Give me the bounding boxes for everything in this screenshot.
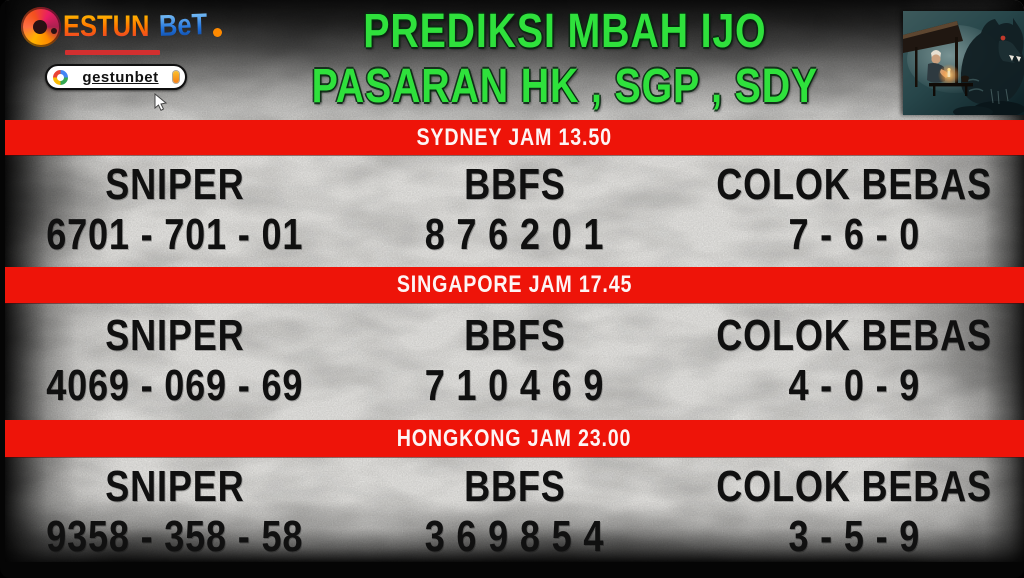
sniper-label: SNIPER [105,462,245,511]
colok-numbers: 4 - 0 - 9 [788,361,921,410]
search-pill: gestunbet [45,64,187,90]
banner-singapore-label: SINGAPORE JAM 17.45 [396,271,633,298]
hongkong-bbfs-cell: BBFS 3 6 9 8 5 4 [345,462,685,562]
title-text-1: PREDIKSI MBAH IJO [362,5,767,58]
sydney-sniper-value: 6701 - 701 - 01 [5,210,345,260]
prediction-row-sydney: SNIPER 6701 - 701 - 01 BBFS 8 7 6 2 0 1 … [5,155,1024,267]
banner-singapore: SINGAPORE JAM 17.45 [5,267,1024,303]
sydney-colok-value: 7 - 6 - 0 [684,210,1024,260]
brand-wordmark: ESTUN BeT [21,5,236,49]
brand-text-bet: BeT [158,8,208,43]
banner-sydney-label: SYDNEY JAM 13.50 [416,123,613,151]
column-header-colok-bebas: COLOK BEBAS [684,160,1024,210]
colok-numbers: 7 - 6 - 0 [788,210,921,259]
page-title: PREDIKSI MBAH IJO PASARAN HK , SGP , SDY [231,4,898,114]
brand-logo: ESTUN BeT gestunbet [21,5,236,111]
column-header-sniper: SNIPER [5,311,345,361]
column-header-bbfs: BBFS [345,311,685,361]
bbfs-label: BBFS [463,160,566,209]
prediction-row-singapore: SNIPER 4069 - 069 - 69 BBFS 7 1 0 4 6 9 … [5,303,1024,420]
singapore-colok-cell: COLOK BEBAS 4 - 0 - 9 [684,311,1024,411]
sniper-numbers: 9358 - 358 - 58 [46,512,304,561]
sniper-label: SNIPER [105,160,245,209]
sydney-colok-cell: COLOK BEBAS 7 - 6 - 0 [684,160,1024,260]
brand-dot-icon [213,27,223,37]
sniper-label: SNIPER [105,311,245,360]
logo-underline [65,50,160,55]
column-header-colok-bebas: COLOK BEBAS [684,311,1024,361]
pin-icon [173,71,179,83]
column-header-sniper: SNIPER [5,462,345,512]
singapore-sniper-cell: SNIPER 4069 - 069 - 69 [5,311,345,411]
hongkong-bbfs-value: 3 6 9 8 5 4 [345,512,685,562]
sydney-sniper-cell: SNIPER 6701 - 701 - 01 [5,160,345,260]
google-icon [53,69,68,85]
sydney-bbfs-value: 8 7 6 2 0 1 [345,210,685,260]
colok-bebas-label: COLOK BEBAS [716,462,992,511]
column-header-bbfs: BBFS [345,462,685,512]
singapore-bbfs-cell: BBFS 7 1 0 4 6 9 [345,311,685,411]
prediction-row-hongkong: SNIPER 9358 - 358 - 58 BBFS 3 6 9 8 5 4 … [5,457,1024,562]
singapore-bbfs-value: 7 1 0 4 6 9 [345,361,685,411]
singapore-colok-value: 4 - 0 - 9 [684,361,1024,411]
hongkong-colok-value: 3 - 5 - 9 [684,512,1024,562]
hongkong-colok-cell: COLOK BEBAS 3 - 5 - 9 [684,462,1024,562]
colok-numbers: 3 - 5 - 9 [788,512,921,561]
colok-bebas-label: COLOK BEBAS [716,311,992,360]
brand-g-icon [21,7,61,47]
title-line-2: PASARAN HK , SGP , SDY [231,59,898,114]
hongkong-sniper-value: 9358 - 358 - 58 [5,512,345,562]
bbfs-numbers: 8 7 6 2 0 1 [424,210,605,259]
hongkong-sniper-cell: SNIPER 9358 - 358 - 58 [5,462,345,562]
title-text-2: PASARAN HK , SGP , SDY [311,60,818,113]
bbfs-label: BBFS [463,462,566,511]
colok-bebas-label: COLOK BEBAS [716,160,992,209]
title-line-1: PREDIKSI MBAH IJO [231,4,898,59]
cursor-icon [154,93,168,111]
flyer-paper: ESTUN BeT gestunbet PREDIKSI [5,0,1024,562]
search-text: gestunbet [82,68,159,86]
sydney-bbfs-cell: BBFS 8 7 6 2 0 1 [345,160,685,260]
header: ESTUN BeT gestunbet PREDIKSI [5,0,1024,120]
bbfs-numbers: 7 1 0 4 6 9 [424,361,605,410]
brand-text-estun: ESTUN [63,10,150,43]
bbfs-label: BBFS [463,311,566,360]
sniper-numbers: 6701 - 701 - 01 [46,210,304,259]
banner-hongkong: HONGKONG JAM 23.00 [5,420,1024,457]
singapore-sniper-value: 4069 - 069 - 69 [5,361,345,411]
column-header-colok-bebas: COLOK BEBAS [684,462,1024,512]
bbfs-numbers: 3 6 9 8 5 4 [424,512,605,561]
column-header-sniper: SNIPER [5,160,345,210]
banner-sydney: SYDNEY JAM 13.50 [5,120,1024,155]
column-header-bbfs: BBFS [345,160,685,210]
banner-hongkong-label: HONGKONG JAM 23.00 [397,424,632,452]
mystic-photo [903,11,1024,115]
sniper-numbers: 4069 - 069 - 69 [46,361,304,410]
